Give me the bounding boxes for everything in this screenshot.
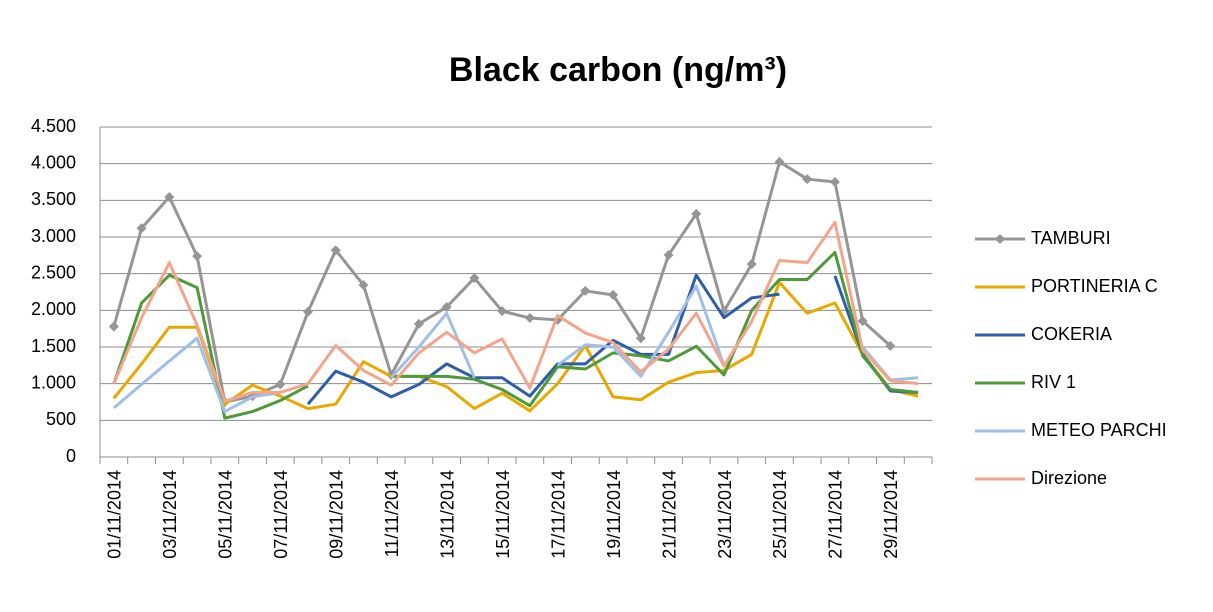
y-tick-label: 1.500	[31, 336, 76, 356]
point-marker	[580, 285, 591, 296]
legend-label: Direzione	[1031, 468, 1107, 488]
y-tick-label: 2.500	[31, 262, 76, 282]
series-line	[112, 160, 892, 404]
x-tick-label: 25/11/2014	[770, 470, 790, 559]
point-marker	[774, 156, 785, 167]
legend-label: PORTINERIA C	[1031, 276, 1158, 296]
point-marker	[691, 208, 702, 219]
x-tick-label: 11/11/2014	[382, 470, 402, 557]
point-marker	[275, 379, 286, 390]
point-marker	[635, 333, 646, 344]
x-tick-label: 29/11/2014	[881, 470, 901, 559]
chart-title: Black carbon (ng/m³)	[449, 51, 787, 89]
point-marker	[330, 245, 341, 256]
legend-label: TAMBURI	[1031, 228, 1111, 248]
y-tick-label: 0	[66, 446, 76, 466]
point-marker	[857, 315, 868, 326]
x-tick-label: 03/11/2014	[160, 470, 180, 559]
x-tick-label: 13/11/2014	[437, 470, 457, 559]
x-tick-label: 09/11/2014	[326, 470, 346, 559]
point-marker	[802, 174, 813, 185]
series-line	[112, 220, 919, 403]
y-tick-label: 4.000	[31, 152, 76, 172]
point-marker	[524, 313, 535, 324]
y-tick-label: 4.500	[31, 116, 76, 136]
y-tick-label: 3.000	[31, 226, 76, 246]
x-tick-label: 19/11/2014	[604, 470, 624, 559]
x-tick-label: 15/11/2014	[493, 470, 513, 559]
point-marker	[192, 251, 203, 262]
point-marker	[358, 280, 369, 291]
point-marker	[441, 302, 452, 313]
point-marker	[829, 177, 840, 187]
x-tick-label: 05/11/2014	[216, 470, 236, 559]
legend-marker	[995, 234, 1005, 244]
y-tick-label: 2.000	[31, 299, 76, 319]
series-line	[112, 284, 919, 414]
point-marker	[746, 259, 757, 270]
series-line	[112, 280, 919, 413]
x-tick-label: 27/11/2014	[826, 470, 846, 559]
series-line	[112, 250, 919, 420]
point-marker	[303, 306, 313, 317]
point-marker	[469, 273, 480, 284]
point-marker	[108, 321, 119, 332]
x-tick-label: 21/11/2014	[659, 470, 679, 559]
x-tick-label: 23/11/2014	[715, 470, 735, 559]
point-marker	[663, 249, 674, 260]
point-marker	[885, 340, 896, 351]
legend-label: METEO PARCHI	[1031, 420, 1167, 440]
point-marker	[413, 318, 424, 329]
y-tick-label: 1.000	[31, 372, 76, 392]
point-marker	[608, 289, 619, 300]
y-tick-label: 3.500	[31, 189, 76, 209]
point-marker	[164, 192, 175, 203]
point-marker	[497, 306, 508, 317]
x-tick-label: 17/11/2014	[548, 470, 568, 559]
x-tick-label: 01/11/2014	[105, 470, 125, 559]
legend-label: COKERIA	[1031, 324, 1112, 344]
point-marker	[136, 223, 147, 234]
legend-label: RIV 1	[1031, 372, 1076, 392]
y-tick-label: 500	[46, 409, 76, 429]
x-tick-label: 07/11/2014	[271, 470, 291, 559]
